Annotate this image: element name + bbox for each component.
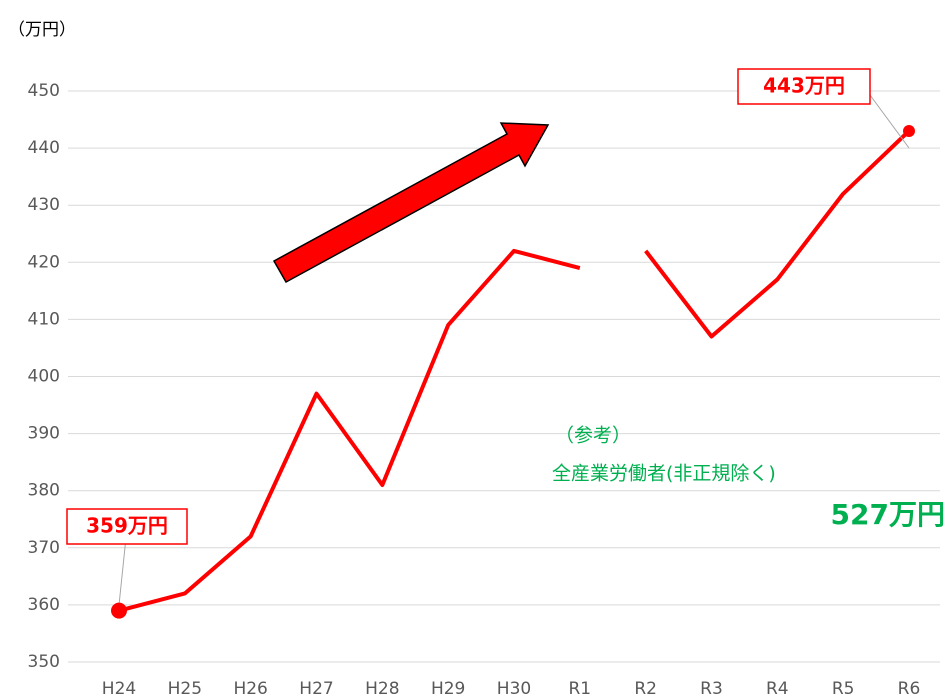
x-tick-label: H25 xyxy=(168,679,202,699)
x-tick-label: R2 xyxy=(634,679,657,699)
end-label: 443万円 xyxy=(763,74,845,98)
line xyxy=(644,129,911,339)
line xyxy=(118,248,581,613)
ref-title: （参考） xyxy=(555,425,631,447)
start-label: 359万円 xyxy=(86,514,168,538)
x-tick-label: H26 xyxy=(233,679,267,699)
y-tick-label: 410 xyxy=(28,309,60,329)
x-tick-label: R3 xyxy=(700,679,723,699)
y-tick-label: 390 xyxy=(28,424,60,444)
end-label-box xyxy=(737,68,871,105)
leader-line xyxy=(869,94,910,149)
x-tick-label: H27 xyxy=(299,679,333,699)
x-tick-label: H30 xyxy=(497,679,531,699)
trend-arrow xyxy=(272,122,550,284)
x-tick-label: H28 xyxy=(365,679,399,699)
x-tick-label: R4 xyxy=(766,679,789,699)
y-tick-label: 440 xyxy=(28,138,60,158)
start-label-box xyxy=(66,508,188,545)
y-tick-label: 450 xyxy=(28,81,60,101)
x-tick-label: R5 xyxy=(832,679,855,699)
x-tick-label: H29 xyxy=(431,679,465,699)
y-tick-label: 430 xyxy=(28,195,60,215)
ref-label: 全産業労働者(非正規除く) xyxy=(552,463,776,485)
x-tick-label: R1 xyxy=(569,679,592,699)
y-tick-label: 360 xyxy=(28,595,60,615)
y-tick-label: 420 xyxy=(28,252,60,272)
start-marker xyxy=(111,602,127,619)
y-tick-label: 350 xyxy=(28,652,60,672)
end-marker xyxy=(903,124,915,137)
ref-value: 527万円 xyxy=(831,498,945,531)
unit-label: （万円） xyxy=(8,20,76,40)
y-tick-label: 380 xyxy=(28,481,60,501)
y-tick-label: 400 xyxy=(28,367,60,387)
x-tick-label: H24 xyxy=(102,679,136,699)
x-tick-label: R6 xyxy=(898,679,921,699)
y-tick-label: 370 xyxy=(28,538,60,558)
